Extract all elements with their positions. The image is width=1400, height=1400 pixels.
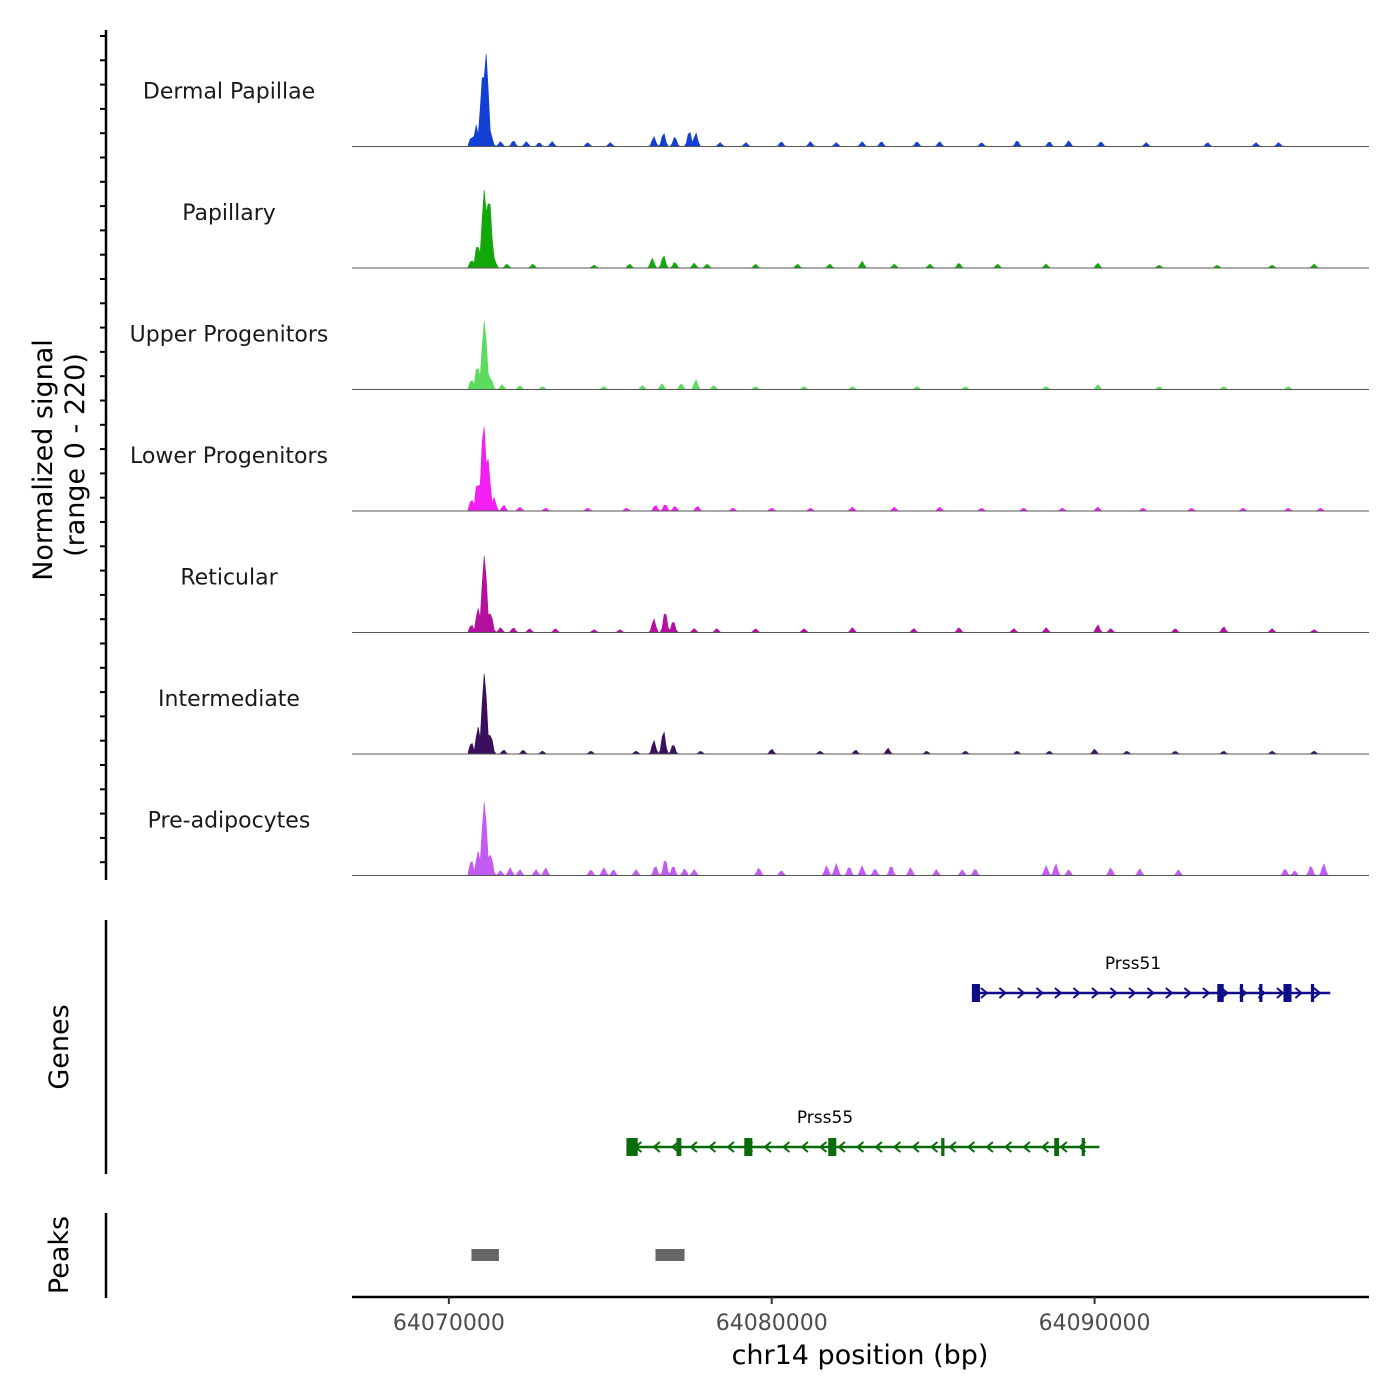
gene-exon <box>744 1138 753 1156</box>
y-axis-ticks <box>100 35 106 864</box>
strand-chevron <box>1054 987 1063 999</box>
strand-chevron <box>652 1141 661 1153</box>
gene-exon <box>971 984 980 1002</box>
y-axis-title-line1: Normalized signal <box>28 339 59 581</box>
signal-area <box>467 556 1331 633</box>
peaks-track: Peaks <box>44 1213 685 1298</box>
gene-exon <box>1310 984 1315 1002</box>
strand-chevron <box>763 1141 772 1153</box>
peak-region <box>655 1249 685 1261</box>
strand-chevron <box>1109 987 1118 999</box>
gene-exon <box>1259 984 1263 1002</box>
gene-exon <box>1283 984 1292 1002</box>
strand-chevron <box>948 1141 957 1153</box>
strand-chevron <box>800 1141 809 1153</box>
strand-chevron <box>1022 1141 1031 1153</box>
gene-exon <box>828 1138 837 1156</box>
gene-track: Genes Prss51 Prss55 <box>44 920 1331 1174</box>
strand-chevron <box>911 1141 920 1153</box>
peak-region <box>471 1249 499 1261</box>
strand-chevron <box>1059 1141 1068 1153</box>
track-pre-adipocytes: Pre-adipocytes <box>148 802 1369 876</box>
x-axis-title: chr14 position (bp) <box>732 1340 989 1371</box>
strand-chevron <box>1035 987 1044 999</box>
strand-chevron <box>998 987 1007 999</box>
x-tick-label: 64080000 <box>716 1311 828 1336</box>
strand-chevron <box>726 1141 735 1153</box>
track-label: Upper Progenitors <box>130 323 329 348</box>
signal-area <box>467 53 1331 147</box>
strand-chevron <box>1040 1141 1050 1153</box>
strand-chevron <box>781 1141 791 1153</box>
strand-chevron <box>1072 987 1081 999</box>
track-lower-progenitors: Lower Progenitors <box>130 426 1369 512</box>
strand-chevron <box>929 1141 939 1153</box>
strand-chevron <box>837 1141 846 1153</box>
x-tick-label: 64070000 <box>393 1311 505 1336</box>
y-axis-title-line2: (range 0 - 220) <box>60 353 91 557</box>
genes-track-label: Genes <box>44 1004 75 1089</box>
strand-chevron <box>1276 987 1285 999</box>
y-axis: Normalized signal (range 0 - 220) <box>28 30 108 880</box>
gene-prss55: Prss55 <box>626 1108 1100 1156</box>
strand-chevron <box>707 1141 717 1153</box>
gene-prss51: Prss51 <box>971 954 1331 1002</box>
signal-area <box>467 320 1331 390</box>
strand-chevron <box>980 987 989 999</box>
strand-chevron <box>874 1141 883 1153</box>
gene-exon <box>626 1138 638 1156</box>
track-upper-progenitors: Upper Progenitors <box>130 320 1369 390</box>
strand-chevron <box>1313 987 1322 999</box>
gene-exon <box>1054 1138 1060 1156</box>
strand-chevron <box>892 1141 902 1153</box>
gene-exon <box>676 1138 682 1156</box>
peaks-track-label: Peaks <box>44 1216 75 1294</box>
gene-exon <box>1239 984 1244 1002</box>
track-label: Intermediate <box>158 687 300 712</box>
strand-chevron <box>1202 987 1211 999</box>
strand-chevron <box>1165 987 1174 999</box>
track-papillary: Papillary <box>182 189 1369 269</box>
track-intermediate: Intermediate <box>158 673 1369 755</box>
track-label: Lower Progenitors <box>130 444 328 469</box>
signal-area <box>467 189 1331 269</box>
gene-exon <box>1081 1138 1085 1156</box>
track-label: Pre-adipocytes <box>148 809 311 834</box>
x-axis: chr14 position (bp) 64070000 64080000 6409… <box>352 1295 1369 1371</box>
strand-chevron <box>670 1141 680 1153</box>
signal-area <box>467 802 1331 876</box>
gene-label: Prss51 <box>1105 954 1161 974</box>
strand-chevron <box>966 1141 976 1153</box>
track-reticular: Reticular <box>180 556 1369 633</box>
strand-chevron <box>689 1141 698 1153</box>
track-label: Dermal Papillae <box>143 80 315 105</box>
gene-exon <box>1217 984 1224 1002</box>
strand-chevron <box>818 1141 828 1153</box>
strand-chevron <box>855 1141 865 1153</box>
signal-area <box>467 426 1331 512</box>
strand-chevron <box>1146 987 1155 999</box>
signal-tracks: Dermal Papillae Papillary Upper Progenitor… <box>130 53 1369 876</box>
strand-chevron <box>1003 1141 1013 1153</box>
track-label: Reticular <box>180 566 278 591</box>
track-dermal-papillae: Dermal Papillae <box>143 53 1369 147</box>
strand-chevron <box>1017 987 1026 999</box>
strand-chevron <box>985 1141 994 1153</box>
strand-chevron <box>1091 987 1100 999</box>
strand-chevron <box>1128 987 1137 999</box>
strand-chevron <box>1183 987 1192 999</box>
track-label: Papillary <box>182 201 276 226</box>
strand-chevron <box>1294 987 1303 999</box>
x-tick-label: 64090000 <box>1039 1311 1151 1336</box>
gene-exon <box>941 1138 945 1156</box>
gene-label: Prss55 <box>797 1108 853 1128</box>
signal-area <box>467 673 1331 755</box>
